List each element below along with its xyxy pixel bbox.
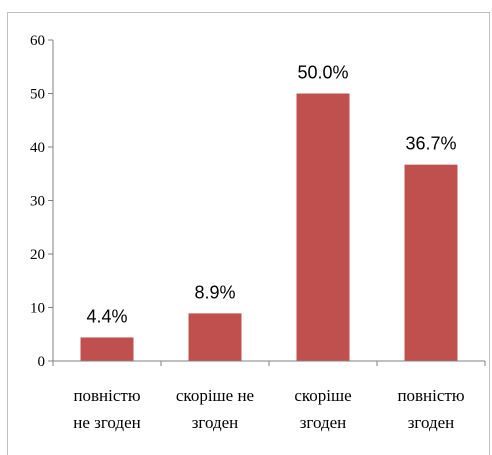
bars (80, 93, 458, 361)
y-tick-label: 10 (30, 301, 45, 317)
category-label: згоден (408, 413, 455, 432)
bar (188, 313, 242, 361)
category-label: скоріше (294, 386, 351, 405)
data-label: 36.7% (405, 134, 456, 154)
category-label: повністю (73, 386, 140, 405)
y-tick-label: 40 (30, 140, 45, 156)
chart-frame (7, 12, 490, 455)
y-tick-label: 50 (30, 87, 45, 103)
category-label: повністю (397, 386, 464, 405)
y-tick-label: 20 (30, 247, 45, 263)
data-labels: 4.4% 8.9% 50.0% 36.7% (86, 63, 456, 327)
category-label: не згоден (73, 413, 140, 432)
category-label: згоден (192, 413, 239, 432)
y-tick-label: 0 (38, 354, 46, 370)
bar (80, 337, 134, 361)
y-axis: 0 10 20 30 40 50 60 (30, 33, 54, 370)
data-label: 8.9% (194, 282, 235, 302)
category-label: згоден (300, 413, 347, 432)
data-label: 50.0% (297, 63, 348, 83)
bar (296, 93, 350, 361)
x-axis: повністю не згоден скоріше не згоден скоріше… (52, 360, 486, 432)
bar (404, 164, 458, 361)
y-tick-label: 30 (30, 194, 45, 210)
category-label: скоріше не (176, 386, 254, 405)
y-tick-label: 60 (30, 33, 45, 49)
data-label: 4.4% (86, 306, 127, 326)
